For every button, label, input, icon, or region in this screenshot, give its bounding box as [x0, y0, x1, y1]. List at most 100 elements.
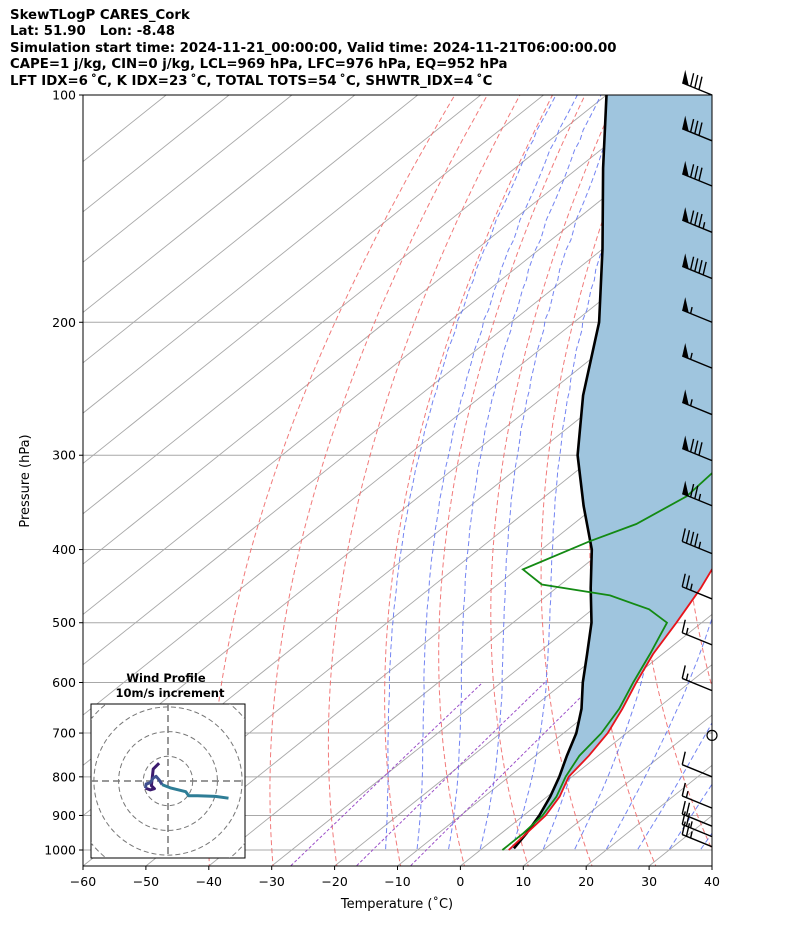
barb-full — [681, 821, 686, 835]
x-tick-label: −40 — [196, 874, 222, 889]
x-tick-label: 40 — [704, 874, 720, 889]
isotherm — [396, 613, 712, 866]
barb-full — [685, 575, 691, 589]
dewpoint-line — [501, 471, 712, 851]
barb-full — [698, 213, 703, 228]
barb-half — [685, 790, 689, 798]
chart-title-block: SkewTLogP CARES_Cork Lat: 51.90 Lon: -8.… — [10, 8, 617, 90]
barb-full — [694, 212, 699, 226]
wind-barb — [681, 528, 713, 555]
barb-half — [685, 627, 689, 635]
barb-flag — [682, 160, 689, 177]
isotherm — [83, 95, 671, 565]
hodograph-subtitle: 10m/s increment — [116, 686, 225, 700]
x-tick-label: −50 — [133, 874, 159, 889]
barb-full — [689, 164, 695, 178]
barb-full — [694, 258, 699, 272]
barb-half — [698, 541, 702, 549]
wind-barb — [681, 573, 713, 600]
barb-staff — [681, 586, 713, 600]
x-tick-label: 10 — [515, 874, 531, 889]
moist-adiabat — [732, 90, 794, 849]
wind-barb — [681, 480, 713, 507]
x-tick-label: 30 — [641, 874, 657, 889]
barb-full — [694, 165, 699, 180]
y-tick-label: 100 — [52, 88, 76, 103]
wind-barb — [681, 253, 713, 280]
wind-barb — [681, 800, 713, 827]
barb-half — [702, 222, 706, 229]
x-tick-label: 0 — [456, 874, 464, 889]
barb-flag — [682, 69, 689, 86]
barb-full — [689, 483, 695, 498]
isotherm — [83, 95, 482, 414]
wind-barb — [681, 619, 713, 646]
barb-full — [694, 533, 699, 547]
barb-flag — [682, 297, 689, 313]
barb-flag — [682, 342, 689, 359]
barb-staff — [681, 813, 713, 827]
dry-adiabat — [384, 95, 554, 866]
y-tick-label: 600 — [52, 675, 76, 690]
mixing-ratio-line — [355, 682, 546, 866]
moist-adiabat — [385, 95, 557, 850]
barb-full — [689, 531, 695, 546]
wind-barb — [681, 821, 713, 848]
barb-full — [694, 440, 699, 454]
barb-full — [681, 751, 686, 765]
y-tick-label: 800 — [52, 769, 76, 784]
barb-full — [698, 122, 703, 136]
dry-adiabat — [438, 95, 586, 866]
isotherm — [83, 211, 712, 716]
isotherm — [522, 714, 712, 866]
barb-half — [685, 673, 689, 681]
barb-staff — [681, 795, 713, 809]
barb-full — [694, 485, 699, 499]
temperature-line — [508, 567, 712, 851]
x-tick-label: −30 — [259, 874, 285, 889]
dry-adiabat — [269, 95, 488, 866]
cape-fill-area — [526, 95, 712, 834]
isotherm — [83, 95, 230, 213]
cape-shading — [526, 95, 712, 834]
barb-full — [689, 118, 695, 133]
y-tick-label: 1000 — [44, 843, 76, 858]
barb-half — [689, 399, 693, 406]
barb-half — [698, 493, 702, 501]
isotherm — [83, 95, 608, 515]
title-stability-indices: LFT IDX=6 ˚C, K IDX=23 ˚C, TOTAL TOTS=54… — [10, 73, 493, 89]
isotherm — [83, 95, 545, 465]
axes: −60 −50 −40 −30 −20 −10 0 10 20 30 40 1000 900 800 700… — [44, 88, 720, 890]
barb-full — [681, 573, 686, 587]
hodograph-title: Wind Profile — [126, 671, 206, 685]
barb-full — [681, 811, 686, 825]
barb-full — [681, 782, 686, 797]
title-location: Lat: 51.90 Lon: -8.48 — [10, 24, 176, 40]
barb-half — [689, 821, 693, 829]
barb-flag — [682, 389, 689, 406]
wind-barb — [681, 115, 713, 142]
wind-barb — [681, 389, 713, 416]
barb-full — [698, 260, 703, 274]
wind-barb — [681, 69, 713, 96]
wind-barb — [681, 782, 713, 809]
barb-staff — [681, 764, 713, 778]
wind-barb — [681, 297, 713, 323]
wind-barb — [681, 207, 713, 233]
wind-barb — [681, 751, 713, 778]
barb-staff — [681, 540, 713, 555]
dry-adiabat — [490, 95, 619, 866]
x-tick-label: 20 — [578, 874, 594, 889]
barb-flag — [682, 207, 689, 223]
barb-full — [689, 256, 695, 270]
profile-lines — [501, 95, 712, 851]
barb-full — [698, 167, 703, 181]
barb-half — [689, 583, 693, 591]
barb-full — [685, 813, 691, 827]
barb-flag — [682, 115, 689, 132]
barb-full — [689, 438, 695, 453]
wind-barb — [681, 160, 713, 187]
dry-adiabat — [726, 90, 794, 869]
moist-adiabat — [700, 832, 712, 850]
parcel-line — [512, 95, 608, 850]
